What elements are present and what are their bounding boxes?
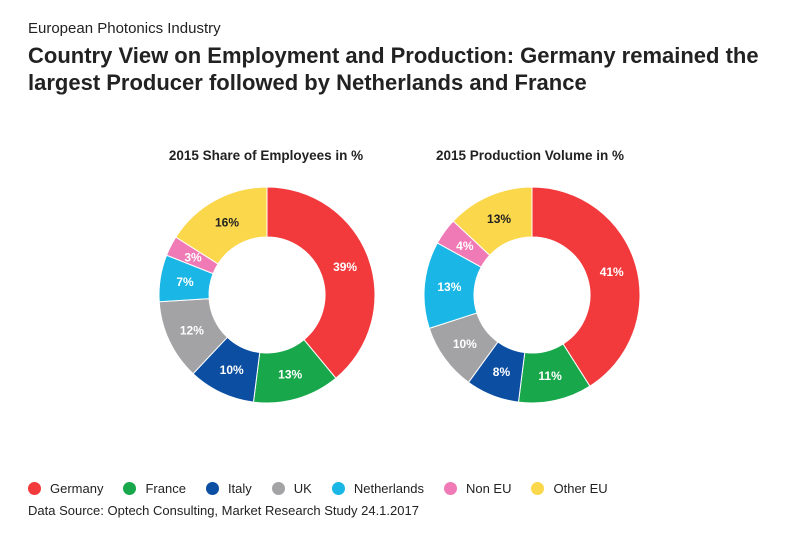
legend-label-other-eu: Other EU [553,480,608,496]
production-slice-other-eu [452,186,533,257]
legend-swatch-germany [28,481,41,495]
legend-swatch-netherlands [331,481,345,495]
employees-label-other-eu: 16% [215,215,239,229]
employees-label-italy: 10% [220,363,244,377]
production-label-other-eu: 13% [487,212,511,226]
legend-label-uk: UK [293,480,312,496]
legend-item-uk: UK [271,480,312,496]
production-label-germany: 41% [600,265,624,279]
employees-slice-other-eu [175,186,268,265]
employees-label-germany: 39% [333,260,357,274]
legend-item-non-eu: Non EU [443,480,512,496]
employees-donut-chart: 39% 13% 10% 12% 7% 3% 16% [158,186,376,404]
chart-legend: Germany France Italy UK Netherlands Non EU Oth… [28,478,628,498]
legend-label-netherlands: Netherlands [353,480,424,496]
legend-swatch-other-eu [531,481,545,495]
legend-label-france: France [145,480,186,496]
data-source-note: Data Source: Optech Consulting, Market R… [28,503,419,518]
production-chart-title: 2015 Production Volume in % [435,148,625,163]
legend-swatch-non-eu [443,481,457,495]
production-label-italy: 8% [493,365,511,379]
legend-swatch-france [123,481,137,495]
production-label-netherlands: 13% [437,280,461,294]
page-supertitle: European Photonics Industry [28,20,221,37]
legend-label-non-eu: Non EU [465,480,512,496]
legend-item-other-eu: Other EU [531,480,608,496]
production-donut-chart: 41% 11% 8% 10% 13% 4% 13% [423,186,641,404]
legend-item-germany: Germany [28,481,103,496]
legend-item-italy: Italy [205,480,252,496]
production-label-france: 11% [538,369,562,383]
legend-label-italy: Italy [227,480,252,496]
employees-label-netherlands: 7% [176,275,194,289]
legend-label-germany: Germany [50,480,104,496]
employees-label-france: 13% [278,368,302,382]
legend-swatch-italy [205,481,219,495]
legend-swatch-uk [271,481,285,495]
page-title: Country View on Employment and Productio… [28,43,759,95]
employees-label-uk: 12% [180,323,204,337]
employees-label-non-eu: 3% [184,250,202,264]
employees-chart-title: 2015 Share of Employees in % [168,148,364,163]
employees-slice-germany [266,186,376,379]
production-slice-germany [531,186,641,387]
production-label-uk: 10% [453,337,477,351]
production-label-non-eu: 4% [456,239,474,253]
legend-item-france: France [123,480,186,496]
legend-item-netherlands: Netherlands [331,480,424,496]
